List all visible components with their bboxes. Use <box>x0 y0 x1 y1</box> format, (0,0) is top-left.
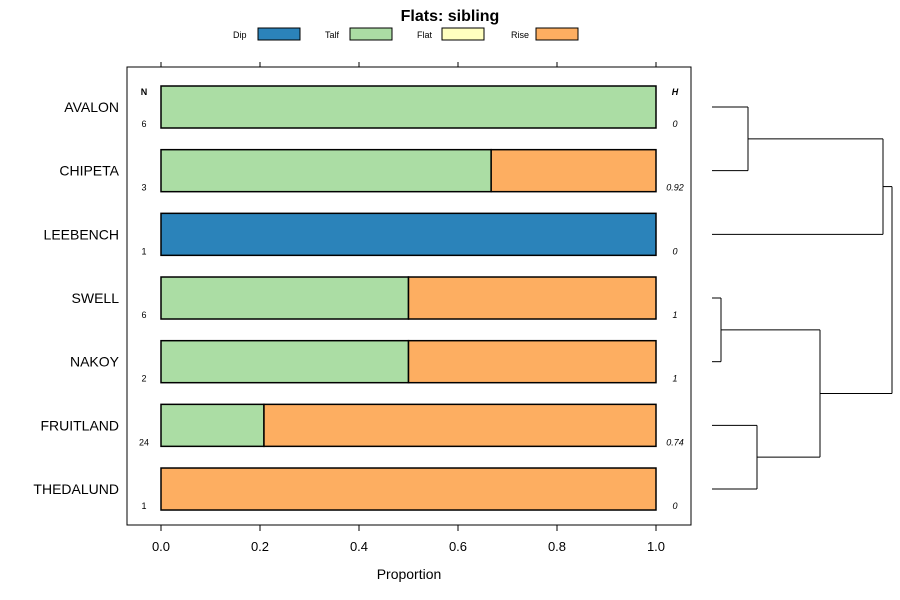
row-labels: AVALON CHIPETA LEEBENCH SWELL NAKOY FRUITLAND… <box>33 99 119 497</box>
h-value: 0 <box>672 119 677 129</box>
row-label-nakoy: NAKOY <box>70 354 120 370</box>
n-values: 6 3 1 6 2 24 1 <box>139 119 149 511</box>
bar-nakoy-talf <box>160 339 410 384</box>
axis-top-ticks <box>160 62 657 67</box>
n-value: 1 <box>141 246 146 256</box>
legend-label-talf: Talf <box>325 30 340 40</box>
n-value: 1 <box>141 501 146 511</box>
legend: Dip Talf Flat Rise <box>233 27 579 41</box>
h-value: 1 <box>672 374 677 384</box>
h-values: 0 0.92 0 1 1 0.74 0 <box>666 119 684 511</box>
h-value: 1 <box>672 310 677 320</box>
h-value: 0.92 <box>666 183 684 193</box>
x-tick-label: 0.8 <box>548 539 566 554</box>
bar-avalon-talf <box>160 85 657 129</box>
legend-swatch-dip <box>257 27 301 41</box>
bar-chipeta-rise <box>490 148 657 193</box>
bar-swell-talf <box>160 276 410 320</box>
row-label-leebench: LEEBENCH <box>44 226 119 242</box>
bar-chipeta-talf <box>160 148 492 193</box>
bar-thedalund-rise <box>160 467 657 511</box>
h-value: 0.74 <box>666 437 684 447</box>
legend-label-rise: Rise <box>511 30 529 40</box>
n-value: 3 <box>141 183 146 193</box>
x-tick-label: 0.0 <box>152 539 170 554</box>
x-axis-label: Proportion <box>377 566 442 582</box>
n-header: N <box>141 87 148 97</box>
legend-swatch-rise <box>535 27 579 41</box>
n-value: 6 <box>141 310 146 320</box>
x-tick-label: 0.2 <box>251 539 269 554</box>
legend-label-dip: Dip <box>233 30 247 40</box>
row-label-avalon: AVALON <box>64 99 119 115</box>
n-value: 24 <box>139 437 149 447</box>
x-axis: 0.0 0.2 0.4 0.6 0.8 1.0 <box>152 525 665 554</box>
legend-label-flat: Flat <box>417 30 433 40</box>
bar-swell-rise <box>407 276 657 320</box>
row-label-chipeta: CHIPETA <box>59 163 119 179</box>
n-value: 6 <box>141 119 146 129</box>
plot-frame <box>126 66 692 526</box>
x-tick-label: 1.0 <box>647 539 665 554</box>
bar-leebench-dip <box>160 212 657 257</box>
bar-nakoy-rise <box>407 339 657 384</box>
legend-swatch-talf <box>349 27 393 41</box>
bar-fruitland-talf <box>160 403 265 448</box>
x-tick-label: 0.4 <box>350 539 368 554</box>
bars <box>160 85 657 511</box>
h-header: H <box>672 87 679 97</box>
n-value: 2 <box>141 374 146 384</box>
h-value: 0 <box>672 501 677 511</box>
row-label-fruitland: FRUITLAND <box>40 417 119 433</box>
bar-fruitland-rise <box>263 403 657 448</box>
x-tick-label: 0.6 <box>449 539 467 554</box>
chart-title: Flats: sibling <box>401 8 500 25</box>
h-value: 0 <box>672 246 677 256</box>
row-label-swell: SWELL <box>72 290 120 306</box>
legend-swatch-flat <box>441 27 485 41</box>
dendrogram <box>712 106 893 490</box>
row-label-thedalund: THEDALUND <box>33 481 119 497</box>
